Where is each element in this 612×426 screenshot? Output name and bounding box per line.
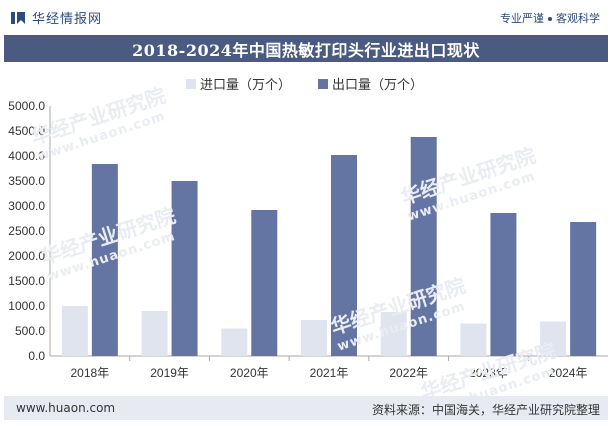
brand[interactable]: 华经情报网 [10, 8, 102, 27]
brand-logo-icon [11, 11, 25, 24]
footer-bar: www.huaon.com 资料来源：中国海关，华经产业研究院整理 [4, 396, 608, 420]
bar-import [460, 323, 487, 356]
x-tick-label: 2018年 [71, 366, 110, 380]
y-tick-label: 4000.0 [8, 149, 45, 163]
y-tick-label: 0.0 [28, 349, 45, 363]
brand-name: 华经情报网 [32, 12, 103, 27]
y-tick-label: 500.0 [15, 324, 45, 338]
legend-item-import: 进口量（万个） [186, 74, 291, 93]
x-tick-label: 2024年 [549, 366, 588, 380]
bar-export [331, 155, 357, 356]
y-tick-label: 1000.0 [8, 299, 45, 313]
x-tick-label: 2021年 [310, 366, 349, 380]
bar-import [141, 311, 168, 356]
bar-chart: 0.0 500.0 1000.0 1500.0 2000.0 2500.0 3000.0 35… [8, 99, 608, 380]
bar-export [570, 222, 597, 356]
footer-website-link[interactable]: www.huaon.com [16, 401, 116, 415]
tagline-right: 客观科学 [556, 12, 600, 25]
x-tick-label: 2022年 [389, 366, 428, 380]
footer-source: 资料来源：中国海关，华经产业研究院整理 [371, 403, 600, 417]
bar-export [91, 164, 118, 356]
bar-export [490, 213, 517, 356]
chart-title-bar: 2018-2024年中国热敏打印头行业进出口现状 [4, 35, 608, 62]
bar-export [171, 181, 198, 356]
legend-label-import: 进口量（万个） [200, 78, 292, 93]
bar-import [540, 321, 567, 356]
bar-import [221, 328, 248, 356]
bar-export [410, 137, 437, 356]
bar-import [380, 312, 407, 356]
y-tick-label: 2000.0 [8, 249, 45, 263]
y-tick-label: 4500.0 [8, 124, 45, 138]
tagline-left: 专业严谨 [500, 12, 544, 25]
bar-import [301, 320, 327, 356]
x-tick-label: 2019年 [150, 366, 189, 380]
y-tick-label: 5000.0 [8, 99, 45, 113]
legend-item-export: 出口量（万个） [318, 74, 423, 93]
bar-import [61, 306, 88, 356]
tagline: 专业严谨 客观科学 [500, 10, 600, 26]
x-tick-label: 2023年 [469, 366, 508, 380]
tagline-dot [548, 17, 552, 21]
bar-export [251, 210, 278, 356]
legend-label-export: 出口量（万个） [332, 78, 424, 93]
legend-swatch-export [318, 78, 328, 89]
legend-swatch-import [186, 78, 196, 89]
y-tick-label: 3000.0 [8, 199, 45, 213]
y-tick-label: 1500.0 [8, 274, 45, 288]
y-tick-label: 2500.0 [8, 224, 45, 238]
chart-legend: 进口量（万个） 出口量（万个） [0, 74, 612, 94]
header-bar: 华经情报网 专业严谨 客观科学 [0, 0, 612, 34]
chart-title: 2018-2024年中国热敏打印头行业进出口现状 [132, 40, 480, 60]
x-tick-label: 2020年 [230, 366, 269, 380]
y-tick-label: 3500.0 [8, 174, 45, 188]
